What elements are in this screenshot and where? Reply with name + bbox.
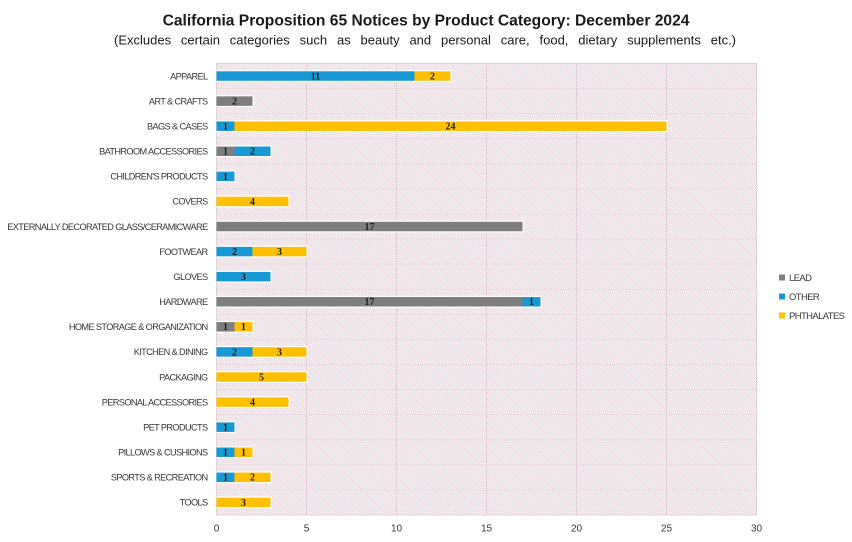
svg-text:1: 1 (241, 448, 246, 459)
svg-text:0: 0 (214, 524, 220, 535)
svg-text:TOOLS: TOOLS (180, 498, 208, 508)
svg-text:GLOVES: GLOVES (173, 272, 208, 282)
svg-text:OTHER: OTHER (789, 292, 820, 303)
svg-text:24: 24 (446, 122, 456, 133)
svg-text:3: 3 (241, 498, 246, 509)
svg-text:1: 1 (223, 172, 228, 183)
svg-text:2: 2 (232, 97, 237, 108)
svg-text:California Proposition 65 Noti: California Proposition 65 Notices by Pro… (163, 13, 690, 30)
svg-text:10: 10 (391, 524, 403, 535)
svg-text:PERSONAL ACCESSORIES: PERSONAL ACCESSORIES (102, 397, 208, 407)
svg-text:HOME STORAGE & ORGANIZATION: HOME STORAGE & ORGANIZATION (69, 322, 208, 332)
svg-text:CHILDREN'S PRODUCTS: CHILDREN'S PRODUCTS (110, 172, 208, 182)
svg-text:3: 3 (277, 347, 282, 358)
svg-text:3: 3 (277, 247, 282, 258)
svg-text:30: 30 (751, 524, 763, 535)
svg-text:1: 1 (223, 473, 228, 484)
svg-text:BAGS & CASES: BAGS & CASES (147, 122, 208, 132)
svg-text:KITCHEN & DINING: KITCHEN & DINING (134, 347, 208, 357)
svg-text:PILLOWS & CUSHIONS: PILLOWS & CUSHIONS (118, 448, 208, 458)
svg-text:PET PRODUCTS: PET PRODUCTS (143, 422, 208, 432)
svg-text:LEAD: LEAD (789, 273, 812, 284)
svg-text:(Excludes certain categories s: (Excludes certain categories such as bea… (114, 33, 736, 48)
svg-text:2: 2 (250, 147, 255, 158)
svg-text:17: 17 (365, 297, 375, 308)
svg-text:4: 4 (250, 197, 255, 208)
svg-text:HARDWARE: HARDWARE (159, 297, 208, 307)
svg-text:BATHROOM ACCESSORIES: BATHROOM ACCESSORIES (99, 147, 208, 157)
svg-text:20: 20 (571, 524, 583, 535)
svg-text:PACKAGING: PACKAGING (159, 372, 208, 382)
svg-text:2: 2 (232, 247, 237, 258)
svg-text:1: 1 (223, 423, 228, 434)
svg-text:PHTHALATES: PHTHALATES (789, 311, 845, 322)
svg-text:SPORTS & RECREATION: SPORTS & RECREATION (111, 473, 208, 483)
svg-text:3: 3 (241, 272, 246, 283)
svg-text:1: 1 (223, 448, 228, 459)
svg-text:FOOTWEAR: FOOTWEAR (159, 247, 208, 257)
svg-text:1: 1 (241, 322, 246, 333)
svg-text:5: 5 (259, 372, 264, 383)
svg-text:APPAREL: APPAREL (170, 71, 208, 81)
svg-text:COVERS: COVERS (172, 197, 208, 207)
svg-text:1: 1 (223, 122, 228, 133)
svg-text:15: 15 (481, 524, 493, 535)
svg-text:1: 1 (223, 322, 228, 333)
svg-text:1: 1 (529, 297, 534, 308)
svg-text:1: 1 (223, 147, 228, 158)
svg-text:5: 5 (304, 524, 310, 535)
svg-text:2: 2 (250, 473, 255, 484)
svg-text:2: 2 (232, 347, 237, 358)
svg-text:ART & CRAFTS: ART & CRAFTS (149, 96, 208, 106)
svg-text:4: 4 (250, 397, 255, 408)
svg-text:11: 11 (311, 71, 320, 82)
svg-text:2: 2 (430, 71, 435, 82)
svg-text:17: 17 (365, 222, 375, 233)
svg-text:25: 25 (661, 524, 673, 535)
svg-text:EXTERNALLY DECORATED GLASS/CER: EXTERNALLY DECORATED GLASS/CERAMICWARE (7, 222, 208, 232)
